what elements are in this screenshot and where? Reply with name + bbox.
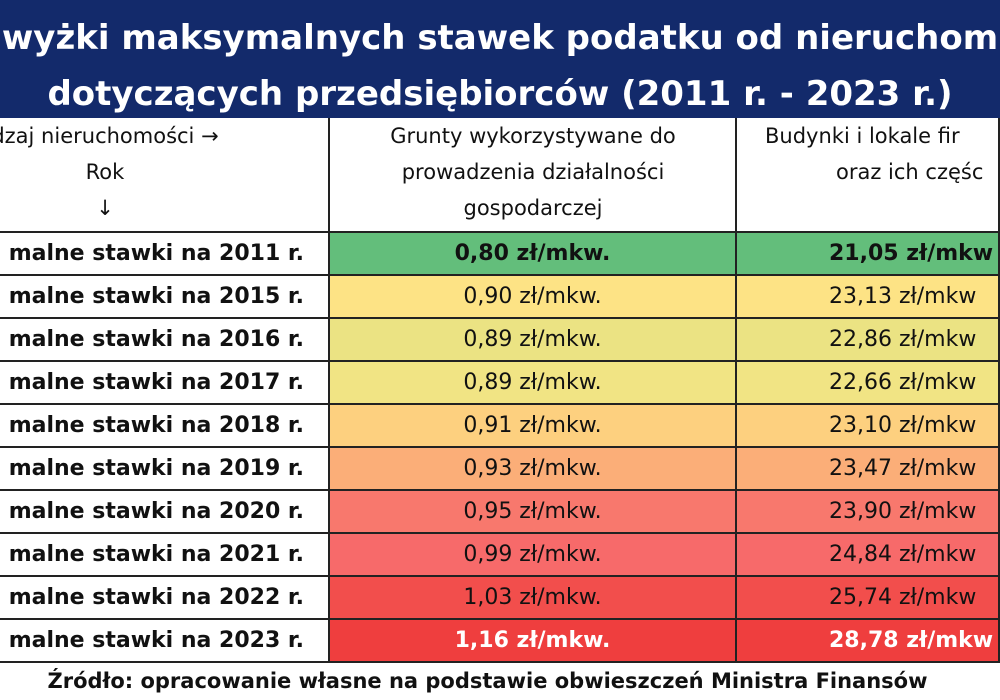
table-cell: 25,74 zł/mkw xyxy=(737,577,1000,620)
table-cell: 28,78 zł/mkw xyxy=(737,620,1000,663)
table-cell: 0,90 zł/mkw. xyxy=(330,276,737,319)
table-cell: 0,99 zł/mkw. xyxy=(330,534,737,577)
header-text: ↓ xyxy=(96,196,114,220)
table-cell: 22,66 zł/mkw xyxy=(737,362,1000,405)
table-cell: 23,13 zł/mkw xyxy=(737,276,1000,319)
title-band: wyżki maksymalnych stawek podatku od nie… xyxy=(0,0,1000,118)
table-cell: 24,84 zł/mkw xyxy=(737,534,1000,577)
table-cell: malne stawki na 2016 r. xyxy=(0,319,330,362)
table-cell: malne stawki na 2019 r. xyxy=(0,448,330,491)
title-line: dotyczących przedsiębiorców (2011 r. - 2… xyxy=(47,74,953,114)
header-cell xyxy=(737,118,1000,233)
table-cell: malne stawki na 2023 r. xyxy=(0,620,330,663)
table-cell: 21,05 zł/mkw xyxy=(737,233,1000,276)
table-cell: 0,95 zł/mkw. xyxy=(330,491,737,534)
table-cell: malne stawki na 2021 r. xyxy=(0,534,330,577)
source-note: Źródło: opracowanie własne na podstawie … xyxy=(47,669,928,693)
table-cell: 0,93 zł/mkw. xyxy=(330,448,737,491)
header-text: dzaj nieruchomości → xyxy=(0,124,219,148)
table-cell: malne stawki na 2022 r. xyxy=(0,577,330,620)
header-text: prowadzenia działalności xyxy=(401,160,665,184)
header-cell xyxy=(0,118,330,233)
table-cell: 23,90 zł/mkw xyxy=(737,491,1000,534)
table-cell: malne stawki na 2015 r. xyxy=(0,276,330,319)
table-cell: 22,86 zł/mkw xyxy=(737,319,1000,362)
table-cell: 1,03 zł/mkw. xyxy=(330,577,737,620)
header-text: Rok xyxy=(85,160,125,184)
table-cell: 23,47 zł/mkw xyxy=(737,448,1000,491)
table-cell: 0,80 zł/mkw. xyxy=(330,233,737,276)
title-line: wyżki maksymalnych stawek podatku od nie… xyxy=(1,18,999,58)
table-cell: malne stawki na 2020 r. xyxy=(0,491,330,534)
header-text: Budynki i lokale fir xyxy=(765,124,960,148)
table-cell: 0,89 zł/mkw. xyxy=(330,362,737,405)
table-cell: 0,89 zł/mkw. xyxy=(330,319,737,362)
header-text: gospodarczej xyxy=(463,196,603,220)
table-cell: 23,10 zł/mkw xyxy=(737,405,1000,448)
table-cell: 1,16 zł/mkw. xyxy=(330,620,737,663)
header-text: oraz ich częśc xyxy=(836,160,984,184)
table-cell: malne stawki na 2018 r. xyxy=(0,405,330,448)
header-cell xyxy=(330,118,737,233)
table-cell: malne stawki na 2011 r. xyxy=(0,233,330,276)
header-text: Grunty wykorzystywane do xyxy=(390,124,676,148)
table-cell: 0,91 zł/mkw. xyxy=(330,405,737,448)
table-cell: malne stawki na 2017 r. xyxy=(0,362,330,405)
